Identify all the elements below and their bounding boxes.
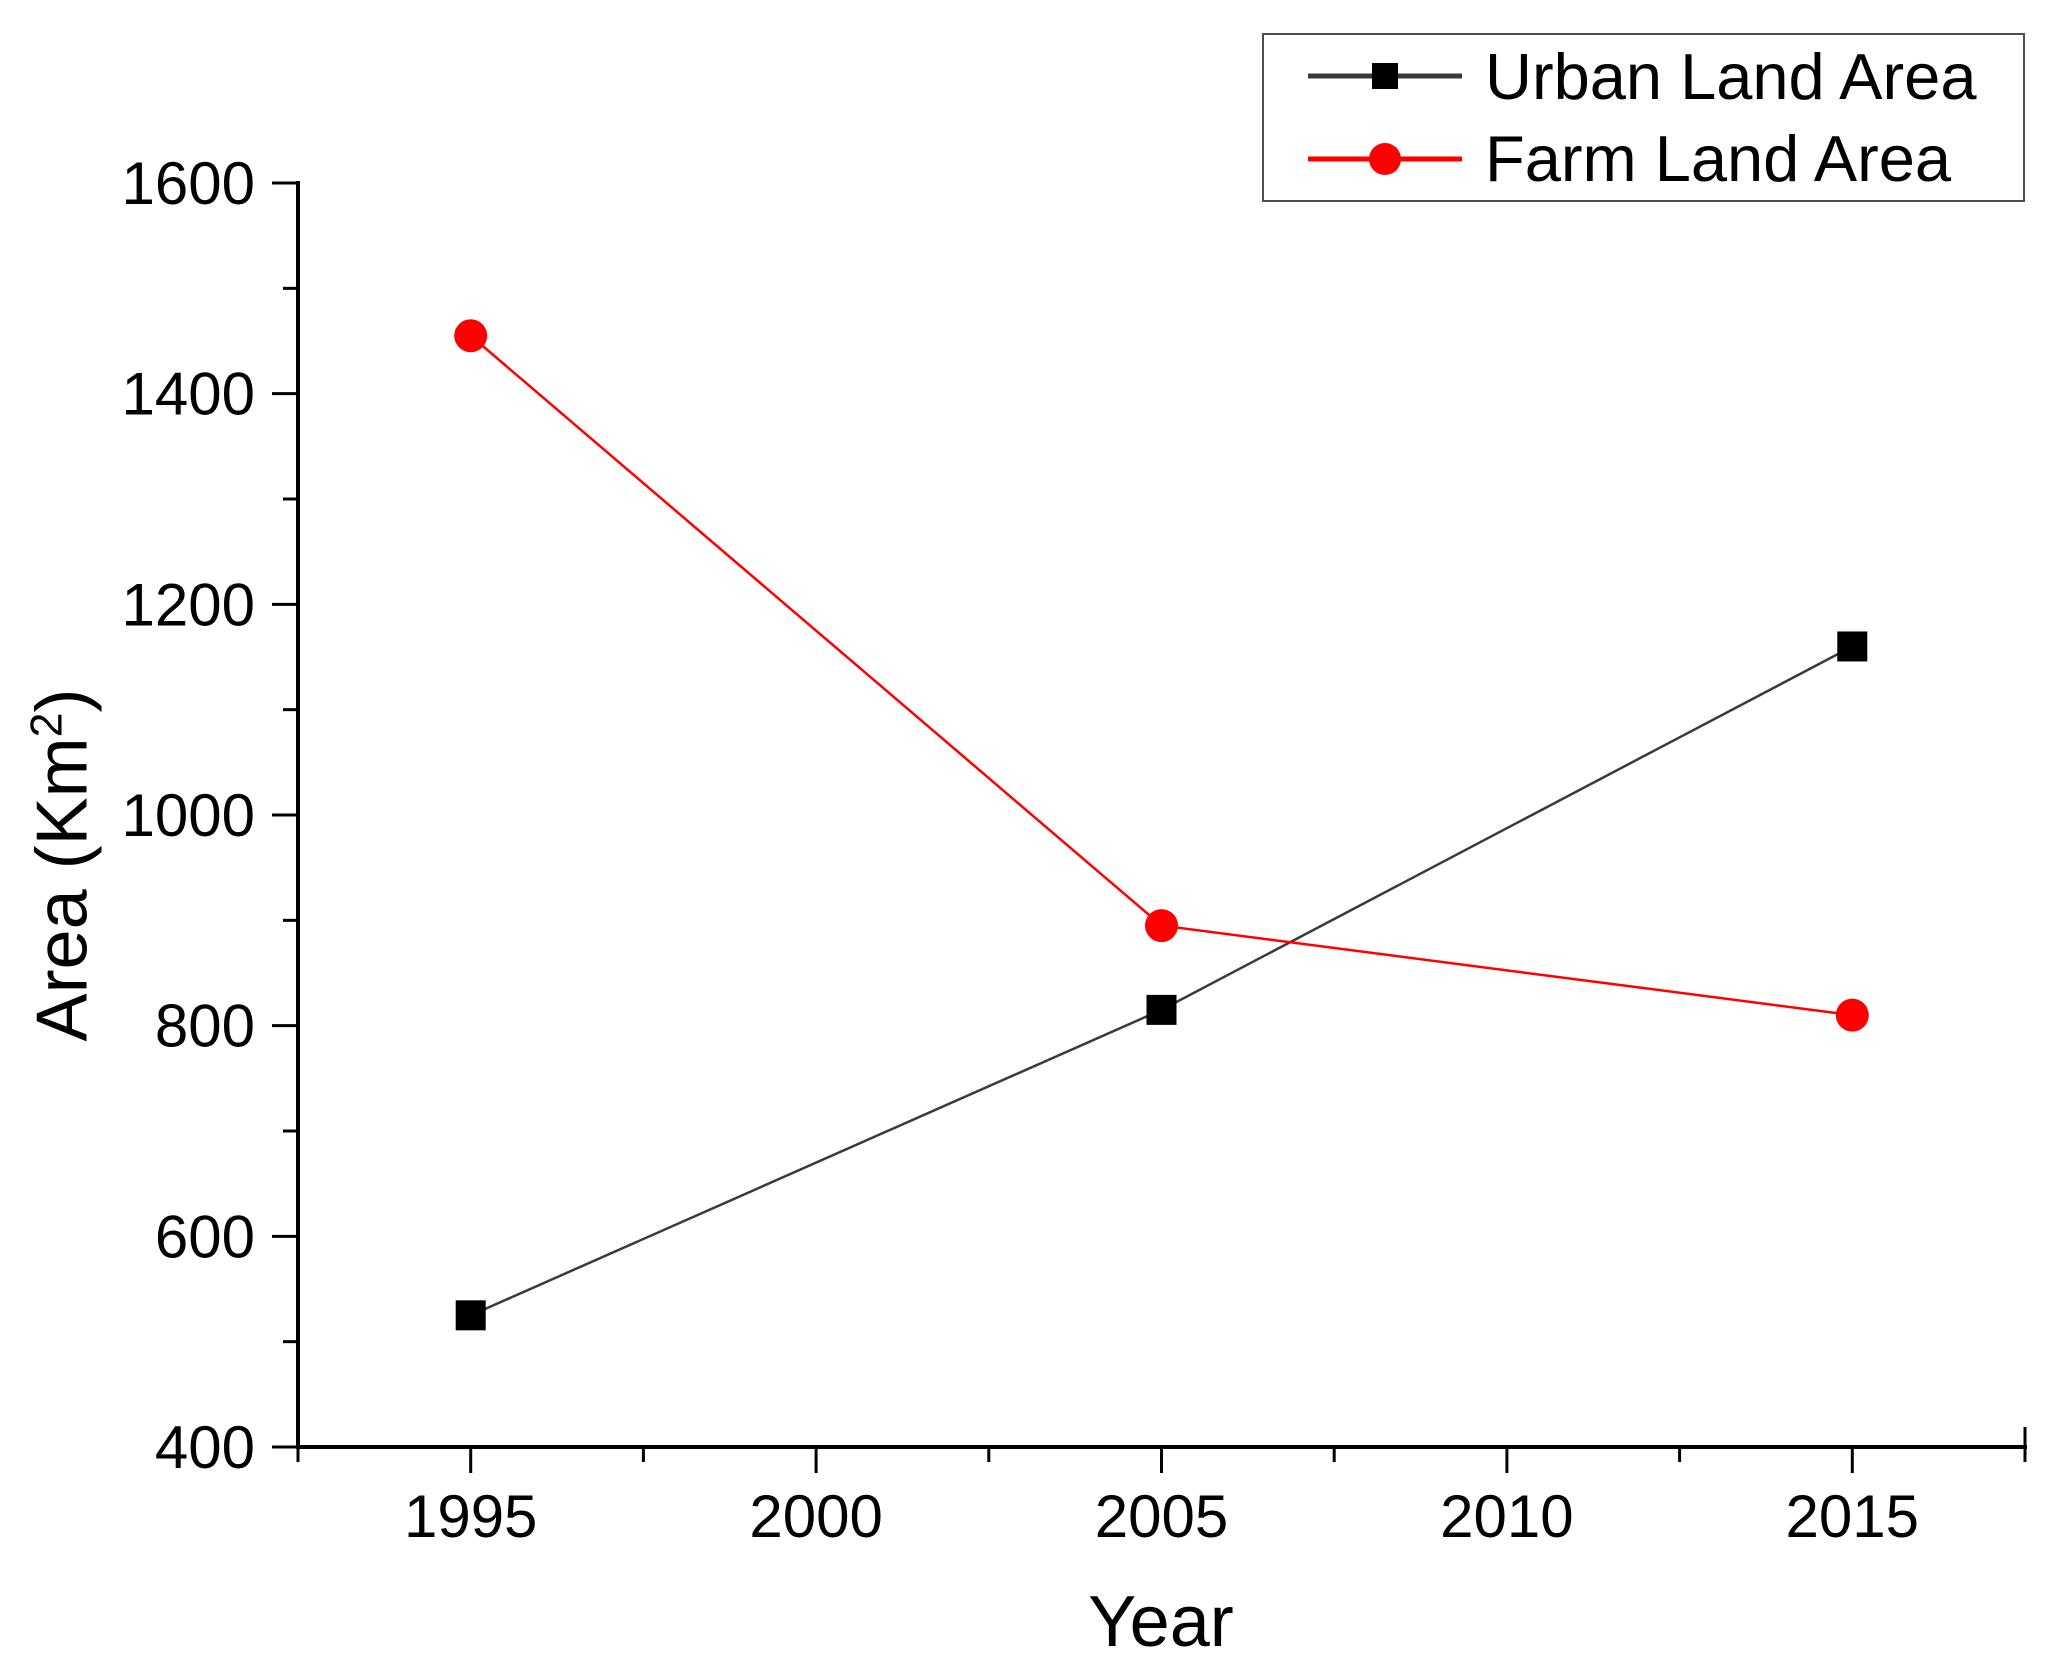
y-tick-label: 600: [155, 1203, 255, 1270]
legend-swatch-urban-land-area: [1308, 63, 1462, 90]
data-point-marker: [454, 319, 488, 353]
y-axis-title-superscript: 2: [22, 712, 72, 738]
data-point-marker: [455, 1300, 486, 1331]
data-point-marker: [1146, 994, 1177, 1025]
data-point-marker: [1837, 631, 1868, 662]
y-tick-label: 800: [155, 993, 255, 1060]
y-tick-label: 1200: [122, 571, 255, 638]
x-tick-label: 2010: [1440, 1483, 1573, 1550]
x-tick-label: 2015: [1786, 1483, 1919, 1550]
legend-item-farm-land-area: Farm Land Area: [1264, 118, 2023, 201]
x-tick-label: 2000: [749, 1483, 882, 1550]
legend-label: Urban Land Area: [1485, 39, 1977, 113]
series-farm-land-area: [454, 319, 1869, 1032]
series-line-urban-land-area: [470, 645, 1853, 1317]
legend: Urban Land Area Farm Land Area: [1262, 33, 2025, 202]
data-point-marker: [1145, 909, 1178, 943]
y-axis-title: Area (Km2): [22, 689, 103, 1042]
y-tick-label: 1400: [122, 361, 255, 428]
y-tick-label: 1600: [122, 150, 255, 217]
y-tick-label: 400: [155, 1414, 255, 1481]
y-axis-title-text: Area (Km: [22, 737, 103, 1042]
x-axis-title: Year: [1088, 1582, 1234, 1662]
series-urban-land-area: [455, 631, 1868, 1331]
y-tick-label: 1000: [122, 782, 255, 849]
x-tick-label: 1995: [404, 1483, 537, 1550]
legend-swatch-farm-land-area: [1308, 142, 1462, 175]
data-point-marker: [1835, 998, 1869, 1032]
y-axis-title-suffix: ): [22, 688, 103, 713]
legend-marker-circle: [1369, 142, 1401, 175]
legend-label: Farm Land Area: [1485, 122, 1952, 196]
legend-marker-square: [1372, 63, 1398, 90]
x-tick-label: 2005: [1095, 1483, 1228, 1550]
legend-item-urban-land-area: Urban Land Area: [1264, 35, 2023, 118]
